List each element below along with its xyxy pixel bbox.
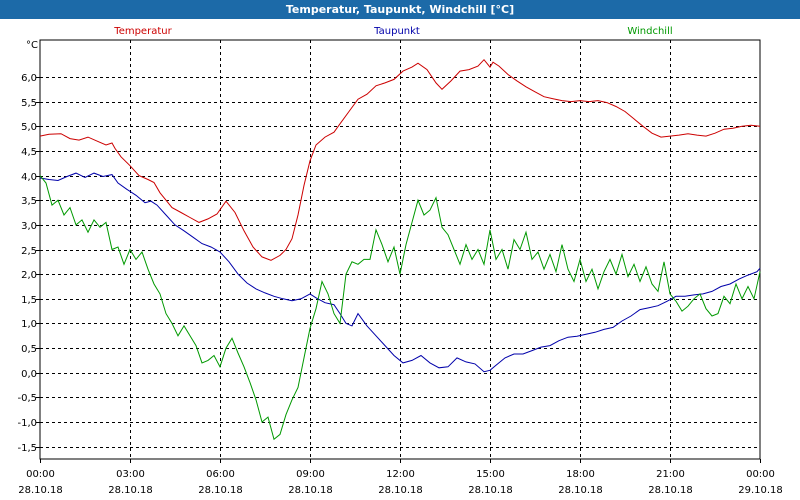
legend-label-taupunkt: Taupunkt xyxy=(373,26,420,37)
y-axis: °C -1,5 -1,0 -0,5 0,0 0,5 1,0 1,5 2,0 2,5 3,0 3,5 4… xyxy=(17,40,40,454)
series-line-temperatur xyxy=(39,58,761,261)
chart-title-bar: Temperatur, Taupunkt, Windchill [°C] xyxy=(0,0,800,19)
x-tick-time-label: 03:00 xyxy=(116,469,145,480)
x-tick-time-label: 21:00 xyxy=(656,469,685,480)
x-tick-date-label: 28.10.18 xyxy=(378,485,423,496)
y-tick-label: -1,0 xyxy=(17,418,37,429)
x-tick-date-label: 28.10.18 xyxy=(18,485,63,496)
y-axis-unit-label: °C xyxy=(26,40,38,51)
x-tick-time-label: 00:00 xyxy=(26,469,55,480)
chart-title: Temperatur, Taupunkt, Windchill [°C] xyxy=(285,3,515,16)
x-tick-date-label: 29.10.18 xyxy=(738,485,783,496)
y-tick-label: 4,0 xyxy=(21,172,37,183)
series-line-taupunkt xyxy=(39,172,761,373)
x-tick-date-label: 28.10.18 xyxy=(108,485,153,496)
x-tick-time-label: 15:00 xyxy=(476,469,505,480)
x-tick-time-label: 12:00 xyxy=(386,469,415,480)
x-tick-time-label: 18:00 xyxy=(566,469,595,480)
x-tick-date-label: 28.10.18 xyxy=(558,485,603,496)
y-tick-label: 1,5 xyxy=(21,295,37,306)
x-tick-time-label: 09:00 xyxy=(296,469,325,480)
y-tick-label: 0,0 xyxy=(21,369,37,380)
x-tick-date-label: 28.10.18 xyxy=(288,485,333,496)
y-tick-label: 5,5 xyxy=(21,98,37,109)
x-tick-date-label: 28.10.18 xyxy=(468,485,513,496)
grid-lines xyxy=(40,40,760,459)
series-lines xyxy=(39,58,761,441)
y-tick-label: -0,5 xyxy=(17,393,37,404)
x-tick-time-label: 06:00 xyxy=(206,469,235,480)
x-axis: 00:00 28.10.18 03:00 28.10.18 06:00 28.10.18 0… xyxy=(18,459,783,496)
legend-label-temperatur: Temperatur xyxy=(113,26,172,37)
y-tick-label: 3,0 xyxy=(21,221,37,232)
y-tick-label: 0,5 xyxy=(21,344,37,355)
y-tick-label: 4,5 xyxy=(21,147,37,158)
y-tick-label: 6,0 xyxy=(21,73,37,84)
y-tick-label: -1,5 xyxy=(17,443,37,454)
legend-label-windchill: Windchill xyxy=(627,26,672,37)
y-tick-label: 5,0 xyxy=(21,122,37,133)
y-tick-label: 2,5 xyxy=(21,246,37,257)
x-tick-date-label: 28.10.18 xyxy=(648,485,693,496)
x-tick-time-label: 00:00 xyxy=(746,469,775,480)
x-tick-date-label: 28.10.18 xyxy=(198,485,243,496)
y-tick-label: 1,0 xyxy=(21,319,37,330)
y-tick-label: 2,0 xyxy=(21,270,37,281)
series-line-windchill xyxy=(39,175,761,441)
y-tick-label: 3,5 xyxy=(21,196,37,207)
legend: Temperatur Taupunkt Windchill xyxy=(113,26,672,37)
